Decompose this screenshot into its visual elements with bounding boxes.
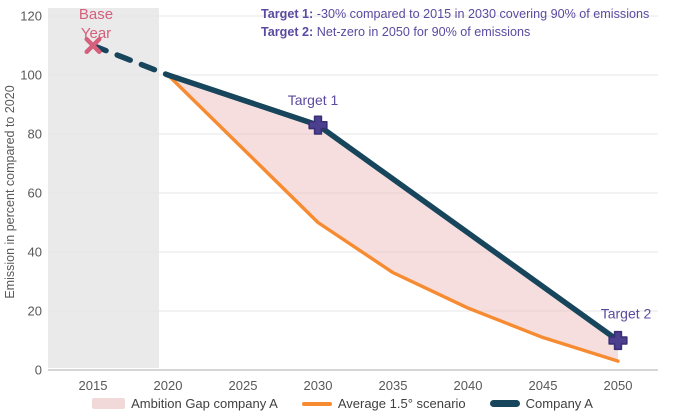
ambition-gap-area bbox=[168, 75, 618, 362]
y-tick-label: 60 bbox=[28, 186, 42, 201]
target1-annotation-text: -30% compared to 2015 in 2030 covering 9… bbox=[313, 7, 650, 21]
y-tick-label: 120 bbox=[20, 9, 42, 24]
legend-label: Average 1.5° scenario bbox=[337, 396, 466, 411]
y-tick-label: 40 bbox=[28, 245, 42, 260]
target1-annotation-line: Target 1: -30% compared to 2015 in 2030 … bbox=[261, 5, 649, 23]
target2-annotation-text: Net-zero in 2050 for 90% of emissions bbox=[313, 25, 531, 39]
x-tick-label: 2020 bbox=[154, 378, 183, 393]
y-tick-label: 80 bbox=[28, 127, 42, 142]
target2-annotation-label: Target 2: bbox=[261, 25, 314, 39]
legend-label: Company A bbox=[525, 396, 593, 411]
y-axis-title: Emission in percent compared to 2020 bbox=[3, 85, 17, 298]
target-marker-2 bbox=[608, 330, 628, 351]
base-year-band bbox=[48, 8, 159, 368]
legend-swatch-line-thick bbox=[489, 400, 520, 407]
x-tick-label: 2035 bbox=[379, 378, 408, 393]
legend-item: Ambition Gap company A bbox=[92, 396, 278, 411]
x-tick-label: 2050 bbox=[604, 378, 633, 393]
x-tick-label: 2025 bbox=[229, 378, 258, 393]
base-year-marker bbox=[84, 37, 102, 54]
x-tick-label: 2040 bbox=[454, 378, 483, 393]
legend-item: Company A bbox=[489, 396, 593, 411]
target-label-2: Target 2 bbox=[601, 306, 652, 322]
legend-label: Ambition Gap company A bbox=[131, 396, 278, 411]
x-tick-label: 2030 bbox=[304, 378, 333, 393]
targets-annotation: Target 1: -30% compared to 2015 in 2030 … bbox=[261, 5, 649, 41]
target1-annotation-label: Target 1: bbox=[261, 7, 314, 21]
y-tick-label: 20 bbox=[28, 304, 42, 319]
y-tick-label: 100 bbox=[20, 68, 42, 83]
legend-swatch-area bbox=[92, 398, 126, 409]
x-tick-label: 2045 bbox=[529, 378, 558, 393]
y-tick-label: 0 bbox=[35, 363, 42, 378]
target-label-1: Target 1 bbox=[288, 92, 339, 108]
base-year-label: Base Year bbox=[79, 6, 113, 42]
target-marker-1 bbox=[308, 115, 328, 135]
chart-legend: Ambition Gap company A Average 1.5° scena… bbox=[0, 396, 685, 411]
x-tick-label: 2015 bbox=[79, 378, 108, 393]
legend-swatch-line bbox=[301, 401, 332, 406]
company-dashed-line bbox=[90, 42, 171, 78]
scenario-line bbox=[166, 73, 620, 363]
legend-item: Average 1.5° scenario bbox=[301, 396, 466, 411]
target2-annotation-line: Target 2: Net-zero in 2050 for 90% of em… bbox=[261, 23, 649, 41]
